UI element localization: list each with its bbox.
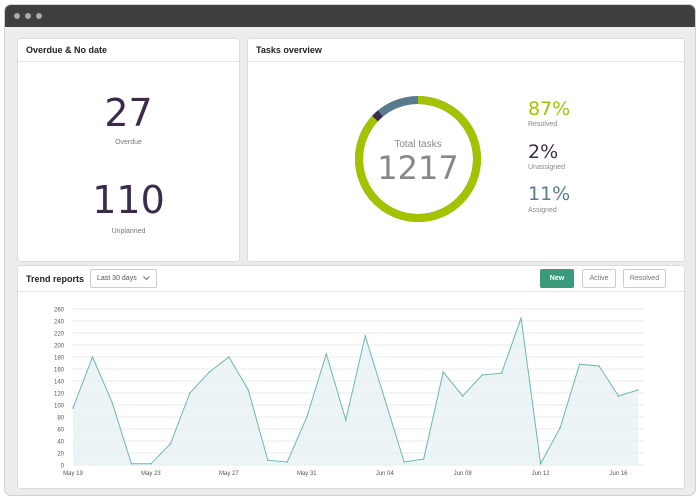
- divider: [18, 61, 239, 62]
- date-range-select[interactable]: Last 30 days: [90, 269, 157, 288]
- trend-data-point: [598, 365, 600, 367]
- x-tick-label: May 31: [297, 471, 317, 477]
- trend-data-point: [189, 392, 191, 394]
- date-range-value: Last 30 days: [97, 275, 137, 282]
- trend-data-point: [169, 443, 172, 445]
- trend-data-point: [481, 374, 483, 376]
- divider: [18, 291, 684, 292]
- trend-data-point: [617, 395, 620, 397]
- trend-data-point: [325, 353, 328, 355]
- app-window: Overdue & No date 27 Overdue 110 Unplann…: [5, 5, 695, 495]
- unplanned-label: Unplanned: [111, 228, 146, 235]
- unassigned-percent: 2%: [528, 141, 559, 163]
- new-filter-button[interactable]: New: [540, 269, 574, 288]
- trend-series-line: [72, 317, 639, 466]
- trend-data-point: [208, 371, 211, 373]
- tasks-donut-chart: [355, 96, 481, 222]
- tasks-card-title: Tasks overview: [256, 45, 322, 55]
- trend-data-point: [578, 363, 581, 365]
- trend-data-point: [637, 389, 639, 391]
- window-dot-maximize[interactable]: [36, 13, 42, 19]
- trend-data-point: [442, 371, 444, 373]
- unassigned-label: Unassigned: [528, 164, 565, 171]
- x-tick-label: May 27: [219, 471, 239, 477]
- y-tick-label: 200: [54, 344, 65, 350]
- overdue-label: Overdue: [115, 139, 142, 146]
- active-filter-button[interactable]: Active: [582, 269, 616, 288]
- total-tasks-label: Total tasks: [394, 139, 442, 150]
- y-tick-label: 60: [57, 428, 64, 434]
- y-tick-label: 120: [54, 392, 65, 398]
- donut-segment-resolved: [355, 96, 481, 222]
- trend-data-point: [150, 463, 152, 465]
- x-tick-label: Jun 12: [532, 471, 551, 477]
- trend-data-point: [72, 407, 74, 409]
- y-tick-label: 40: [57, 440, 64, 446]
- trend-data-point: [130, 463, 133, 465]
- y-tick-label: 140: [54, 380, 65, 386]
- x-tick-label: Jun 08: [454, 471, 473, 477]
- title-bar: [5, 5, 695, 27]
- y-tick-label: 0: [61, 464, 65, 470]
- y-tick-label: 160: [54, 368, 65, 374]
- trend-data-point: [91, 356, 94, 358]
- trend-data-point: [247, 389, 250, 391]
- trend-data-point: [461, 395, 464, 397]
- assigned-percent: 11%: [528, 183, 571, 205]
- y-tick-label: 80: [57, 416, 64, 422]
- divider: [248, 61, 684, 62]
- overdue-count: 27: [104, 91, 153, 135]
- resolved-label: Resolved: [528, 121, 558, 128]
- window-dot-close[interactable]: [14, 13, 20, 19]
- trend-data-point: [228, 356, 230, 358]
- total-tasks-value: 1217: [377, 149, 459, 187]
- trend-data-point: [539, 463, 542, 465]
- trend-area-chart: 0 20 40 60 80 100 120 140 160 180 200 220 240 260 May …: [54, 308, 643, 477]
- x-tick-label: Jun 16: [610, 471, 629, 477]
- assigned-label: Assigned: [528, 207, 557, 214]
- trend-data-point: [383, 398, 386, 400]
- resolved-filter-button[interactable]: Resolved: [623, 269, 666, 288]
- trend-data-point: [344, 419, 347, 421]
- x-tick-label: May 23: [141, 471, 161, 477]
- trend-data-point: [267, 459, 269, 461]
- trend-card-title: Trend reports: [26, 274, 85, 284]
- trend-data-point: [403, 461, 406, 463]
- trend-data-point: [520, 317, 522, 319]
- trend-data-point: [286, 461, 289, 463]
- trend-data-point: [364, 335, 367, 337]
- trend-data-point: [111, 401, 113, 403]
- trend-area-fill: [73, 318, 638, 465]
- y-tick-label: 20: [57, 452, 64, 458]
- trend-data-point: [500, 372, 503, 374]
- window-dot-minimize[interactable]: [25, 13, 31, 19]
- donut-segment-unassigned: [372, 110, 383, 122]
- trend-data-point: [422, 458, 425, 460]
- resolved-percent: 87%: [528, 98, 571, 120]
- overdue-card-title: Overdue & No date: [26, 45, 108, 55]
- x-tick-label: Jun 04: [376, 471, 395, 477]
- unplanned-count: 110: [92, 178, 165, 222]
- y-tick-label: 240: [54, 320, 65, 326]
- chevron-down-icon: [142, 275, 150, 280]
- y-tick-label: 220: [54, 332, 65, 338]
- tasks-overview-card: Tasks overview Total tasks 1217 87% Reso…: [247, 38, 685, 262]
- x-tick-label: May 19: [63, 471, 83, 477]
- trend-data-point: [559, 427, 561, 429]
- y-tick-label: 180: [54, 356, 65, 362]
- overdue-card: Overdue & No date 27 Overdue 110 Unplann…: [17, 38, 240, 262]
- trend-data-point: [305, 416, 308, 418]
- trend-reports-card: Trend reports Last 30 days New Active Re…: [17, 265, 685, 489]
- y-tick-label: 260: [54, 308, 65, 314]
- y-tick-label: 100: [54, 404, 65, 410]
